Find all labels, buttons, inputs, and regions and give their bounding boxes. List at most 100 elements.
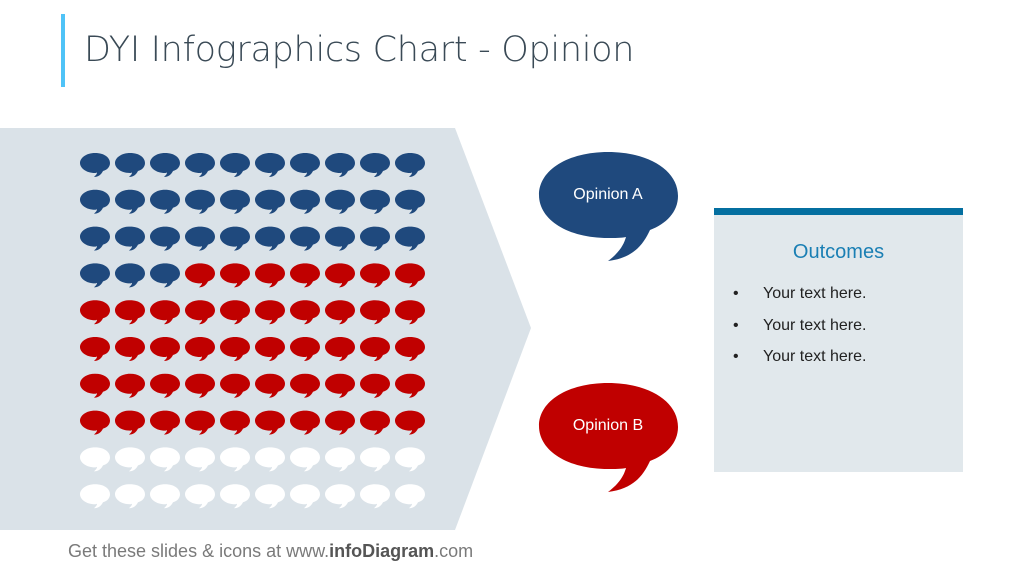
opinion-b-speech-bubble-icon: [220, 373, 250, 398]
opinion-a-speech-bubble-icon: [290, 189, 320, 214]
opinion-a-bubble: Opinion A: [538, 150, 680, 267]
opinion-a-speech-bubble-icon: [395, 189, 425, 214]
opinion-a-speech-bubble-icon: [150, 189, 180, 214]
opinion-b-speech-bubble-icon: [185, 263, 215, 288]
opinion-a-speech-bubble-icon: [395, 226, 425, 251]
opinion-b-speech-bubble-icon: [360, 410, 390, 435]
opinion-a-speech-bubble-icon: [290, 226, 320, 251]
opinion-b-speech-bubble-icon: [325, 263, 355, 288]
neutral-speech-bubble-icon: [115, 447, 145, 472]
opinion-a-speech-bubble-icon: [115, 153, 145, 177]
opinion-b-speech-bubble-icon: [325, 300, 355, 325]
opinion-b-speech-bubble-icon: [360, 263, 390, 288]
neutral-speech-bubble-icon: [255, 484, 285, 509]
opinion-b-speech-bubble-icon: [290, 300, 320, 325]
opinion-a-speech-bubble-icon: [80, 189, 110, 214]
opinion-b-speech-bubble-icon: [255, 300, 285, 325]
opinion-b-speech-bubble-icon: [185, 410, 215, 435]
neutral-speech-bubble-icon: [290, 484, 320, 509]
opinion-b-speech-bubble-icon: [325, 410, 355, 435]
neutral-speech-bubble-icon: [325, 484, 355, 509]
opinion-b-speech-bubble-icon: [255, 373, 285, 398]
opinion-b-speech-bubble-icon: [115, 300, 145, 325]
outcome-item: Your text here.: [733, 317, 867, 349]
opinion-b-speech-bubble-icon: [290, 410, 320, 435]
opinion-b-speech-bubble-icon: [220, 300, 250, 325]
opinion-b-speech-bubble-icon: [80, 410, 110, 435]
opinion-b-speech-bubble-icon: [325, 373, 355, 398]
opinion-a-speech-bubble-icon: [220, 226, 250, 251]
opinion-b-speech-bubble-icon: [80, 373, 110, 398]
neutral-speech-bubble-icon: [220, 447, 250, 472]
opinion-a-speech-bubble-icon: [255, 189, 285, 214]
opinion-a-speech-bubble-icon: [80, 263, 110, 288]
neutral-speech-bubble-icon: [150, 484, 180, 509]
opinion-b-speech-bubble-icon: [150, 300, 180, 325]
opinion-a-speech-bubble-icon: [360, 189, 390, 214]
neutral-speech-bubble-icon: [115, 484, 145, 509]
opinion-b-speech-bubble-icon: [395, 410, 425, 435]
outcome-item: Your text here.: [733, 285, 867, 317]
neutral-speech-bubble-icon: [325, 447, 355, 472]
neutral-speech-bubble-icon: [395, 447, 425, 472]
opinion-a-speech-bubble-icon: [185, 153, 215, 177]
page-title: DYI Infographics Chart - Opinion: [84, 30, 635, 70]
opinion-b-speech-bubble-icon: [325, 337, 355, 361]
opinion-b-speech-bubble-icon: [360, 337, 390, 361]
opinion-b-speech-bubble-icon: [255, 410, 285, 435]
opinion-b-speech-bubble-icon: [220, 410, 250, 435]
opinion-b-speech-bubble-icon: [115, 410, 145, 435]
outcome-item: Your text here.: [733, 348, 867, 380]
opinion-a-speech-bubble-icon: [150, 263, 180, 288]
opinion-b-label: Opinion B: [572, 417, 644, 434]
neutral-speech-bubble-icon: [80, 447, 110, 472]
opinion-b-speech-bubble-icon: [185, 373, 215, 398]
opinion-a-speech-bubble-icon: [80, 226, 110, 251]
opinion-a-speech-bubble-icon: [220, 189, 250, 214]
outcomes-list: Your text here. Your text here. Your tex…: [714, 285, 867, 380]
opinion-a-speech-bubble-icon: [115, 226, 145, 251]
neutral-speech-bubble-icon: [185, 447, 215, 472]
opinion-a-speech-bubble-icon: [325, 226, 355, 251]
neutral-speech-bubble-icon: [290, 447, 320, 472]
footer-prefix: Get these slides & icons at www.: [68, 541, 330, 561]
opinion-a-speech-bubble-icon: [80, 153, 110, 177]
neutral-speech-bubble-icon: [255, 447, 285, 472]
chart-panel: [0, 128, 531, 530]
opinion-b-bubble: Opinion B: [538, 381, 680, 498]
opinion-b-speech-bubble-icon: [80, 337, 110, 361]
outcomes-box: Outcomes Your text here. Your text here.…: [714, 208, 963, 472]
footer: Get these slides & icons at www.infoDiag…: [68, 541, 473, 562]
opinion-a-speech-bubble-icon: [150, 153, 180, 177]
opinion-b-speech-bubble-icon: [150, 337, 180, 361]
opinion-a-speech-bubble-icon: [115, 263, 145, 288]
opinion-b-speech-bubble-icon: [255, 337, 285, 361]
outcomes-title: Outcomes: [792, 241, 885, 263]
opinion-b-speech-bubble-icon: [150, 373, 180, 398]
opinion-b-speech-bubble-icon: [255, 263, 285, 288]
opinion-b-speech-bubble-icon: [115, 373, 145, 398]
opinion-a-speech-bubble-icon: [290, 153, 320, 177]
neutral-speech-bubble-icon: [360, 447, 390, 472]
opinion-b-speech-bubble-icon: [220, 263, 250, 288]
opinion-b-speech-bubble-icon: [395, 337, 425, 361]
footer-suffix: .com: [434, 541, 474, 561]
neutral-speech-bubble-icon: [185, 484, 215, 509]
opinion-a-speech-bubble-icon: [185, 226, 215, 251]
opinion-b-speech-bubble-icon: [185, 337, 215, 361]
opinion-a-speech-bubble-icon: [360, 153, 390, 177]
opinion-a-speech-bubble-icon: [395, 153, 425, 177]
opinion-a-speech-bubble-icon: [325, 153, 355, 177]
opinion-b-speech-bubble-icon: [360, 373, 390, 398]
arrow-background: [0, 128, 531, 530]
neutral-speech-bubble-icon: [220, 484, 250, 509]
opinion-b-speech-bubble-icon: [290, 263, 320, 288]
footer-brand: infoDiagram: [329, 541, 435, 561]
opinion-b-speech-bubble-icon: [395, 373, 425, 398]
opinion-a-speech-bubble-icon: [150, 226, 180, 251]
title-accent-bar: [61, 14, 65, 87]
opinion-a-speech-bubble-icon: [255, 153, 285, 177]
opinion-b-speech-bubble-icon: [290, 373, 320, 398]
neutral-speech-bubble-icon: [150, 447, 180, 472]
opinion-a-speech-bubble-icon: [255, 226, 285, 251]
